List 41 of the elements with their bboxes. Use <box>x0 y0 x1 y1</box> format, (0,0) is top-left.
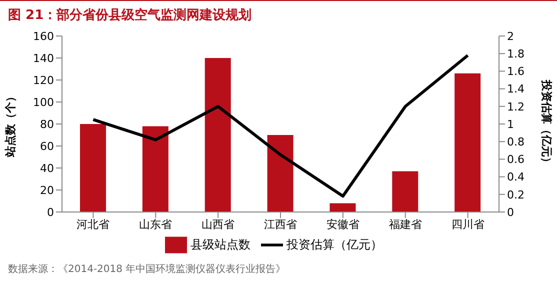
bar <box>454 73 481 212</box>
y-tick-label: 160 <box>33 30 54 43</box>
bar <box>392 171 418 212</box>
x-tick-label: 安徽省 <box>326 218 360 231</box>
x-tick-label: 山东省 <box>139 218 172 231</box>
bar <box>80 124 106 212</box>
x-tick-label: 福建省 <box>388 218 422 231</box>
x-tick-label: 江西省 <box>264 218 297 231</box>
y-axis-title: 站点数（个） <box>4 91 17 158</box>
bar <box>267 135 294 212</box>
legend-label: 投资估算（亿元） <box>286 237 382 252</box>
y2-tick-label: 1.8 <box>507 48 524 61</box>
y2-tick-label: 2 <box>507 30 514 43</box>
x-tick-label: 四川省 <box>451 218 484 231</box>
y2-tick-label: 1.4 <box>507 82 524 96</box>
y-tick-label: 120 <box>33 74 54 87</box>
y2-tick-label: 1.6 <box>507 65 524 78</box>
x-tick-label: 河北省 <box>76 218 110 231</box>
y2-axis-title: 投资估算（亿元） <box>540 79 553 168</box>
y2-tick-label: 0 <box>507 206 514 219</box>
y-tick-label: 40 <box>40 162 54 175</box>
y-tick-label: 80 <box>40 118 54 131</box>
y2-tick-label: 0.4 <box>507 170 524 184</box>
line-series <box>92 54 470 198</box>
bar <box>330 203 356 212</box>
y-tick-label: 60 <box>40 140 54 153</box>
legend-label: 县级站点数 <box>190 237 250 252</box>
y-tick-label: 20 <box>40 184 54 197</box>
y-tick-label: 0 <box>47 206 54 219</box>
y2-tick-label: 0.2 <box>507 188 524 202</box>
source-note: 数据来源：《2014-2018 年中国环境监测仪器仪表行业报告》 <box>7 262 287 276</box>
y2-tick-label: 0.6 <box>507 153 524 166</box>
bar <box>204 58 231 212</box>
x-tick-label: 山西省 <box>202 218 235 231</box>
y-tick-label: 140 <box>33 52 54 65</box>
y2-tick-label: 0.8 <box>507 136 524 149</box>
y2-tick-label: 1 <box>507 118 514 131</box>
chart-title: 图 21：部分省份县级空气监测网建设规划 <box>7 6 253 25</box>
y-tick-label: 100 <box>33 96 54 109</box>
bar <box>142 126 168 212</box>
y2-tick-label: 1.2 <box>507 100 524 114</box>
